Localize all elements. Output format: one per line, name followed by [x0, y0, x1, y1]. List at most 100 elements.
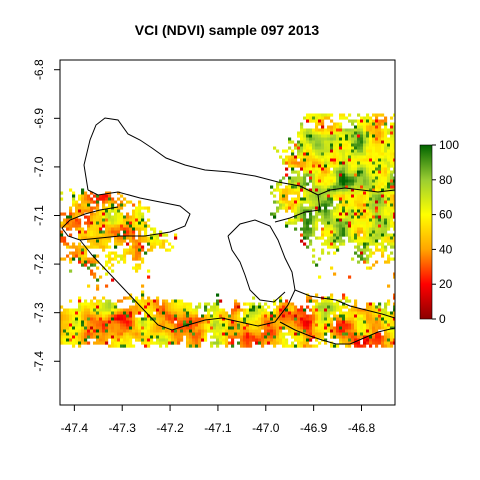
raster-cell: [207, 326, 211, 330]
raster-cell: [99, 245, 103, 249]
raster-cell: [174, 317, 178, 321]
raster-cell: [195, 332, 199, 336]
raster-cell: [318, 119, 322, 123]
raster-cell: [147, 218, 151, 222]
raster-cell: [372, 185, 376, 189]
raster-cell: [354, 158, 358, 162]
raster-cell: [348, 113, 352, 117]
raster-cell: [381, 311, 385, 315]
raster-cell: [345, 209, 349, 213]
raster-cell: [315, 212, 319, 216]
raster-cell: [351, 146, 355, 150]
raster-cell: [96, 233, 100, 237]
raster-cell: [303, 191, 307, 195]
raster-cell: [165, 314, 169, 318]
raster-cell: [390, 224, 394, 228]
raster-cell: [180, 305, 184, 309]
raster-cell: [375, 206, 379, 210]
raster-cell: [345, 326, 349, 330]
raster-cell: [96, 320, 100, 324]
raster-cell: [330, 152, 334, 156]
raster-cell: [303, 170, 307, 174]
raster-cell: [162, 329, 166, 333]
raster-cell: [363, 239, 367, 243]
raster-cell: [60, 212, 64, 216]
raster-cell: [372, 131, 376, 135]
raster-cell: [228, 320, 232, 324]
raster-cell: [372, 224, 376, 228]
raster-cell: [81, 251, 85, 255]
raster-cell: [93, 200, 97, 204]
raster-cell: [138, 230, 142, 234]
raster-cell: [243, 311, 247, 315]
raster-cell: [324, 167, 328, 171]
raster-cell: [339, 131, 343, 135]
raster-cell: [285, 158, 289, 162]
raster-cell: [270, 332, 274, 336]
raster-cell: [159, 314, 163, 318]
raster-cell: [174, 329, 178, 333]
raster-cell: [333, 242, 337, 246]
raster-cell: [351, 161, 355, 165]
raster-cell: [186, 341, 190, 345]
raster-cell: [117, 299, 121, 303]
raster-cell: [96, 287, 100, 291]
raster-cell: [102, 224, 106, 228]
raster-cell: [210, 308, 214, 312]
raster-cell: [129, 215, 133, 219]
raster-cell: [366, 260, 370, 264]
raster-cell: [90, 191, 94, 195]
raster-cell: [360, 131, 364, 135]
raster-cell: [204, 305, 208, 309]
raster-cell: [288, 218, 292, 222]
raster-cell: [99, 227, 103, 231]
raster-cell: [309, 323, 313, 327]
raster-cell: [93, 221, 97, 225]
raster-cell: [327, 191, 331, 195]
raster-cell: [96, 338, 100, 342]
raster-cell: [69, 317, 73, 321]
raster-cell: [318, 326, 322, 330]
raster-cell: [327, 299, 331, 303]
raster-cell: [282, 194, 286, 198]
raster-cell: [162, 335, 166, 339]
raster-cell: [165, 344, 169, 348]
raster-cell: [363, 161, 367, 165]
raster-cell: [306, 323, 310, 327]
raster-cell: [351, 323, 355, 327]
raster-cell: [384, 233, 388, 237]
raster-cell: [330, 332, 334, 336]
raster-cell: [279, 197, 283, 201]
raster-cell: [177, 299, 181, 303]
raster-cell: [357, 143, 361, 147]
raster-cell: [339, 128, 343, 132]
raster-cell: [378, 242, 382, 246]
raster-cell: [309, 134, 313, 138]
raster-cell: [360, 332, 364, 336]
raster-cell: [195, 308, 199, 312]
raster-cell: [300, 152, 304, 156]
raster-cell: [369, 341, 373, 345]
raster-cell: [333, 227, 337, 231]
raster-cell: [345, 137, 349, 141]
raster-cell: [120, 212, 124, 216]
raster-cell: [360, 122, 364, 126]
raster-cell: [279, 323, 283, 327]
raster-cell: [309, 200, 313, 204]
raster-cell: [315, 320, 319, 324]
raster-cell: [312, 332, 316, 336]
raster-cell: [222, 323, 226, 327]
raster-cell: [246, 329, 250, 333]
raster-cell: [126, 221, 130, 225]
raster-cell: [357, 254, 361, 258]
raster-cell: [96, 305, 100, 309]
raster-cell: [102, 215, 106, 219]
raster-cell: [342, 140, 346, 144]
raster-cell: [78, 311, 82, 315]
raster-cell: [276, 200, 280, 204]
raster-cell: [357, 230, 361, 234]
raster-cell: [381, 206, 385, 210]
raster-cell: [150, 236, 154, 240]
raster-cell: [285, 299, 289, 303]
raster-cell: [294, 182, 298, 186]
